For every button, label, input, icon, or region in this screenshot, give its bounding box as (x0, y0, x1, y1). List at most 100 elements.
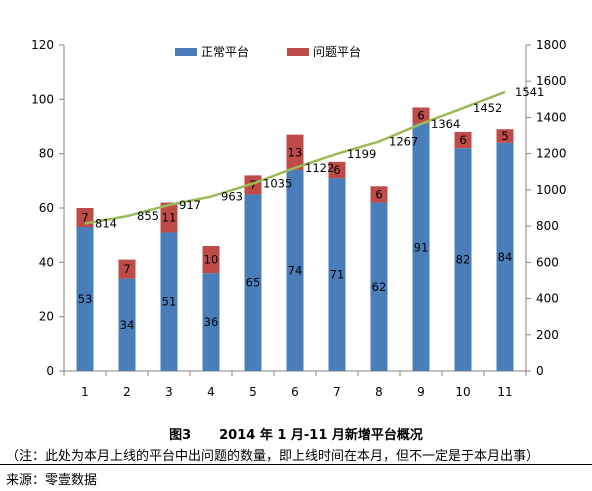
x-tick-label: 9 (417, 385, 425, 399)
bar-problem-label: 7 (81, 211, 88, 225)
bar-normal (328, 178, 346, 371)
bar-normal-label: 36 (204, 315, 219, 329)
bar-problem (118, 259, 136, 279)
left-tick-label: 20 (39, 310, 54, 324)
right-tick-label: 400 (536, 292, 559, 306)
right-tick-label: 1800 (536, 38, 567, 52)
line-point-label: 814 (95, 217, 117, 231)
right-y-axis: 0 200 400 600 800 1000 1200 1400 1600 1800 (525, 38, 567, 378)
x-tick-label: 8 (375, 385, 383, 399)
x-tick-label: 2 (123, 385, 131, 399)
line-point-label: 1199 (347, 147, 376, 161)
x-tick-label: 5 (249, 385, 257, 399)
bar-problem (160, 202, 178, 233)
bar-normal (412, 123, 430, 372)
bar-problem (454, 131, 472, 149)
bar-problem-label: 7 (249, 178, 256, 192)
legend-label: 问题平台 (313, 44, 361, 59)
bar-problem-label: 6 (375, 187, 382, 201)
line-point-label: 1035 (263, 177, 292, 191)
x-tick-label: 11 (497, 385, 512, 399)
bar-normal-label: 82 (456, 253, 471, 267)
line-point-label: 855 (137, 209, 159, 223)
left-tick-label: 100 (31, 92, 54, 106)
bar-problem (496, 129, 514, 143)
legend-label: 正常平台 (201, 44, 249, 59)
x-tick-label: 1 (81, 385, 89, 399)
bar-normal-label: 84 (498, 250, 513, 264)
figure-source: 来源：零壹数据 (6, 473, 98, 488)
bar-problem-label: 11 (162, 211, 177, 225)
right-tick-label: 800 (536, 219, 559, 233)
x-tick-label: 10 (455, 385, 470, 399)
bar-normal-label: 53 (78, 292, 93, 306)
figure-title-text: 2014 年 1 月-11 月新增平台概况 (219, 428, 423, 443)
bar-normal (202, 273, 220, 371)
legend-swatch (175, 48, 197, 56)
line-series: 814 855 917 963 1035 1122 1199 1267 1364 1452 1541 (84, 85, 544, 231)
right-tick-label: 0 (536, 364, 544, 378)
right-tick-label: 1600 (536, 74, 567, 88)
right-tick-label: 1000 (536, 183, 567, 197)
x-axis: 1 2 3 4 5 6 7 8 9 10 11 (63, 370, 527, 399)
bar-normal (496, 142, 514, 371)
bar-normal-label: 74 (288, 263, 303, 277)
line-point-label: 1122 (305, 161, 334, 175)
legend-swatch (287, 48, 309, 56)
bar-series: 53 7 34 7 51 11 36 10 65 7 74 13 71 6 62 6 91 6 82 6 84 5 (76, 107, 514, 372)
bar-problem-label: 6 (459, 133, 466, 147)
figure-title: 图3 2014 年 1 月-11 月新增平台概况 (0, 424, 592, 443)
bar-problem-label: 13 (288, 145, 303, 159)
left-tick-label: 80 (39, 147, 54, 161)
line-path (84, 90, 506, 225)
bar-problem (286, 134, 304, 170)
bar-normal-label: 62 (372, 280, 387, 294)
bar-problem (370, 186, 388, 203)
figure-note: （注：此处为本月上线的平台中出问题的数量，即上线时间在本月，但不一定是于本月出事… (6, 449, 540, 464)
bar-normal-label: 51 (162, 295, 177, 309)
bar-problem-label: 5 (501, 129, 508, 143)
bar-problem (328, 161, 346, 179)
left-y-axis: 0 20 40 60 80 100 120 (31, 38, 65, 378)
bar-problem-label: 6 (417, 109, 424, 123)
bar-normal (370, 202, 388, 371)
x-tick-label: 3 (165, 385, 173, 399)
bar-normal (454, 148, 472, 371)
bar-normal (244, 194, 262, 371)
bar-normal (76, 227, 94, 371)
legend: 正常平台 问题平台 (175, 44, 361, 59)
note-divider (0, 464, 592, 465)
bar-problem (244, 175, 262, 195)
x-tick-label: 6 (291, 385, 299, 399)
bar-normal (118, 278, 136, 371)
bar-normal (286, 169, 304, 371)
bar-normal-label: 65 (246, 276, 261, 290)
line-point-label: 917 (179, 198, 201, 212)
right-tick-label: 1200 (536, 147, 567, 161)
line-point-label: 1364 (431, 117, 460, 131)
left-tick-label: 120 (31, 38, 54, 52)
bar-problem-label: 7 (123, 262, 130, 276)
left-tick-label: 40 (39, 255, 54, 269)
bar-problem-label: 6 (333, 163, 340, 177)
x-tick-label: 7 (333, 385, 341, 399)
line-point-label: 963 (221, 190, 243, 204)
right-tick-label: 600 (536, 255, 559, 269)
left-tick-label: 60 (39, 201, 54, 215)
figure-number: 图3 (169, 428, 192, 443)
bar-problem-label: 10 (204, 253, 219, 267)
line-point-label: 1452 (473, 101, 502, 115)
x-tick-label: 4 (207, 385, 215, 399)
line-point-label: 1541 (515, 85, 544, 99)
bar-normal-label: 71 (330, 268, 345, 282)
line-point-label: 1267 (389, 135, 418, 149)
left-tick-label: 0 (46, 364, 54, 378)
bar-problem (202, 246, 220, 274)
bar-problem (412, 107, 430, 124)
bar-normal-label: 91 (414, 240, 429, 254)
bar-normal-label: 34 (120, 318, 135, 332)
right-tick-label: 1400 (536, 110, 567, 124)
bar-normal (160, 232, 178, 371)
right-tick-label: 200 (536, 328, 559, 342)
